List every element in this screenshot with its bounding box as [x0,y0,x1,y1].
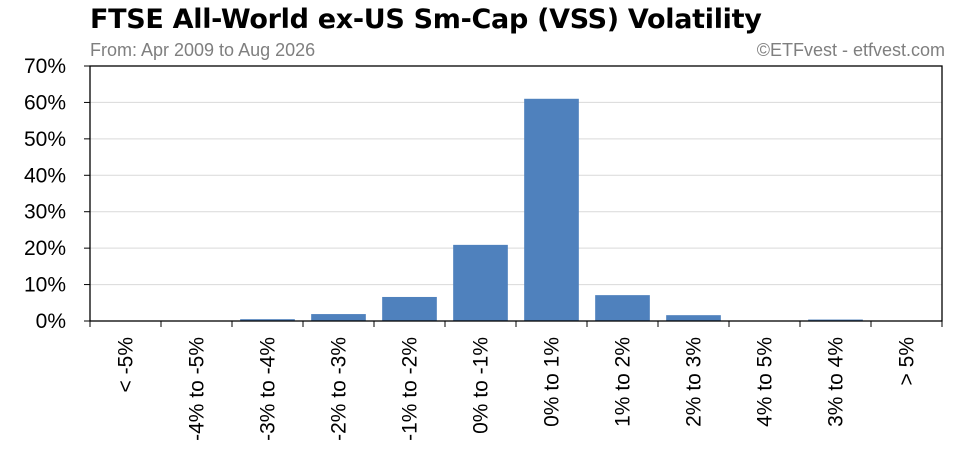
bar [808,319,863,321]
y-tick-label: 50% [24,128,66,151]
axes [84,65,943,327]
bar [666,315,721,321]
chart-title: FTSE All-World ex-US Sm-Cap (VSS) Volati… [90,4,762,35]
y-tick-label: 20% [24,237,66,260]
y-tick-label: 70% [24,55,66,78]
bar [524,98,579,322]
x-tick-label: -4% to -5% [186,337,209,441]
bar [240,319,295,321]
bar [595,295,650,321]
chart-subtitle: From: Apr 2009 to Aug 2026 [90,40,316,60]
bar [453,244,508,321]
x-tick-labels: < -5% -4% to -5% -3% to -4% -2% to -3% -1% t… [115,337,919,441]
y-tick-label: 30% [24,201,66,224]
plot-border [89,65,943,322]
y-tick-label: 10% [24,274,66,297]
x-tick-label: 0% to -1% [470,337,493,434]
x-tick-label: 4% to 5% [754,337,777,427]
y-tick-labels: 0% 10% 20% 30% 40% 50% 60% 70% [24,55,66,333]
bar [311,314,366,321]
x-tick-label: -2% to -3% [328,337,351,441]
x-tick-label: -3% to -4% [257,337,280,441]
y-tick-label: 40% [24,164,66,187]
x-tick-label: 3% to 4% [825,337,848,427]
y-tick-label: 60% [24,91,66,114]
bar [382,296,437,321]
x-tick-label: > 5% [896,337,919,385]
x-tick-label: -1% to -2% [399,337,422,441]
x-tick-label: 2% to 3% [683,337,706,427]
x-tick-label: 0% to 1% [541,337,564,427]
x-tick-label: 1% to 2% [612,337,635,427]
y-tick-label: 0% [36,310,66,333]
bars [98,98,934,322]
gridlines [90,101,942,286]
chart-credit: ©ETFvest - etfvest.com [756,40,945,60]
x-tick-label: < -5% [115,337,138,392]
